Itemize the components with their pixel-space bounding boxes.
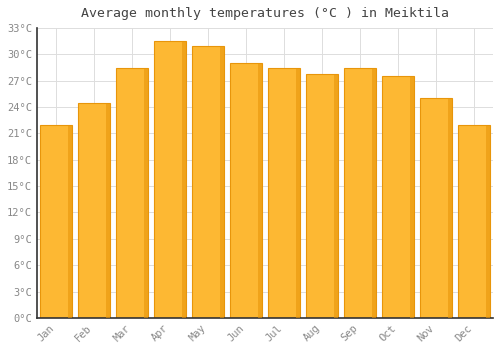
- Bar: [40, 125, 72, 318]
- Bar: [258, 63, 262, 318]
- Bar: [182, 41, 186, 318]
- Bar: [382, 76, 414, 318]
- Bar: [458, 125, 490, 318]
- Title: Average monthly temperatures (°C ) in Meiktila: Average monthly temperatures (°C ) in Me…: [81, 7, 449, 20]
- Bar: [372, 68, 376, 318]
- Bar: [306, 74, 338, 318]
- Bar: [230, 63, 262, 318]
- Bar: [334, 74, 338, 318]
- Bar: [268, 68, 300, 318]
- Bar: [420, 98, 452, 318]
- Bar: [192, 46, 224, 318]
- Bar: [78, 103, 110, 318]
- Bar: [106, 103, 110, 318]
- Bar: [410, 76, 414, 318]
- Bar: [486, 125, 490, 318]
- Bar: [448, 98, 452, 318]
- Bar: [296, 68, 300, 318]
- Bar: [116, 68, 148, 318]
- Bar: [344, 68, 376, 318]
- Bar: [68, 125, 72, 318]
- Bar: [144, 68, 148, 318]
- Bar: [154, 41, 186, 318]
- Bar: [220, 46, 224, 318]
